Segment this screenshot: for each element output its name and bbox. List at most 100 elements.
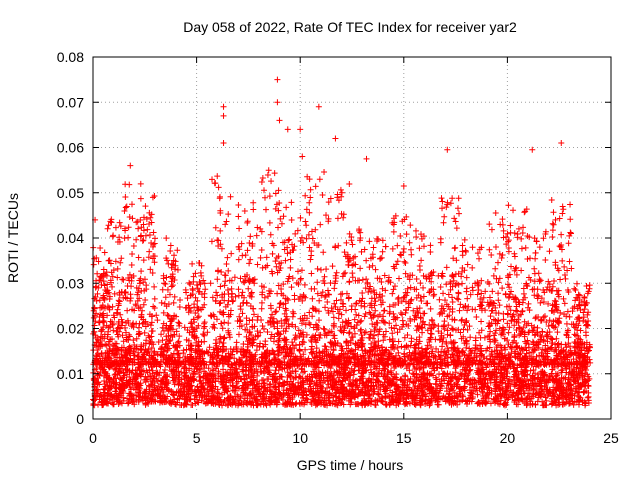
data-point	[151, 283, 158, 290]
data-point	[460, 326, 467, 333]
data-point	[467, 334, 474, 341]
data-point	[456, 307, 463, 314]
data-point	[201, 338, 208, 345]
data-point	[90, 261, 97, 268]
data-point	[159, 286, 166, 293]
data-point	[541, 313, 548, 320]
data-point	[144, 226, 151, 233]
data-point	[125, 224, 132, 231]
data-point	[364, 279, 371, 286]
data-point	[109, 233, 116, 240]
data-point	[104, 225, 111, 232]
data-point	[127, 295, 134, 302]
data-point	[534, 398, 541, 405]
data-point	[217, 283, 224, 290]
data-point	[229, 298, 236, 305]
data-point	[351, 316, 358, 323]
data-point	[570, 401, 577, 408]
data-point	[222, 278, 229, 285]
data-point	[165, 313, 172, 320]
data-point	[227, 193, 234, 200]
data-point	[221, 282, 228, 289]
data-point	[350, 371, 357, 378]
data-point	[174, 266, 181, 273]
data-point	[175, 338, 182, 345]
data-point	[441, 377, 448, 384]
data-point	[161, 280, 168, 287]
data-point	[153, 312, 160, 319]
data-point	[492, 337, 499, 344]
data-point	[507, 307, 514, 314]
data-point	[138, 268, 145, 275]
data-point	[585, 397, 592, 404]
data-point	[201, 280, 208, 287]
data-point	[220, 366, 227, 373]
data-point	[186, 305, 193, 312]
data-point	[151, 305, 158, 312]
data-point	[99, 318, 106, 325]
data-point	[175, 381, 182, 388]
data-point	[404, 331, 411, 338]
data-point	[128, 283, 135, 290]
data-point	[411, 365, 418, 372]
data-point	[272, 367, 279, 374]
data-point	[174, 247, 181, 254]
data-point	[116, 219, 123, 226]
data-point	[122, 204, 129, 211]
data-point	[435, 401, 442, 408]
data-point	[116, 234, 123, 241]
data-point	[117, 259, 124, 266]
data-point	[231, 274, 238, 281]
data-point	[92, 284, 99, 291]
data-point	[197, 377, 204, 384]
data-point	[167, 242, 174, 249]
data-point	[267, 380, 274, 387]
data-point	[213, 316, 220, 323]
data-points	[90, 76, 594, 409]
data-point	[487, 313, 494, 320]
data-point	[316, 331, 323, 338]
data-point	[129, 250, 136, 257]
data-point	[128, 201, 135, 208]
data-point	[225, 320, 232, 327]
data-point	[228, 285, 235, 292]
data-point	[289, 313, 296, 320]
data-point	[343, 307, 350, 314]
data-point	[221, 319, 228, 326]
data-point	[147, 322, 154, 329]
data-point	[229, 375, 236, 382]
data-point	[324, 287, 331, 294]
data-point	[142, 203, 149, 210]
data-point	[475, 400, 482, 407]
data-point	[413, 364, 420, 371]
data-point	[111, 290, 118, 297]
data-point	[189, 260, 196, 267]
data-point	[166, 399, 173, 406]
data-point	[140, 257, 147, 264]
data-point	[228, 250, 235, 257]
data-point	[337, 291, 344, 298]
data-point	[175, 319, 182, 326]
data-point	[195, 369, 202, 376]
data-point	[235, 286, 242, 293]
data-point	[394, 344, 401, 351]
data-point	[162, 294, 169, 301]
data-point	[207, 280, 214, 287]
data-point	[145, 254, 152, 261]
data-point	[228, 294, 235, 301]
data-point	[121, 235, 128, 242]
data-point	[292, 334, 299, 341]
data-point	[181, 324, 188, 331]
data-point	[91, 322, 98, 329]
data-point	[525, 300, 532, 307]
data-point	[126, 214, 133, 221]
data-point	[147, 214, 154, 221]
data-point	[449, 294, 456, 301]
data-point	[530, 366, 537, 373]
data-point	[177, 296, 184, 303]
data-point	[109, 303, 116, 310]
data-point	[106, 257, 113, 264]
data-point	[436, 296, 443, 303]
data-point	[483, 364, 490, 371]
